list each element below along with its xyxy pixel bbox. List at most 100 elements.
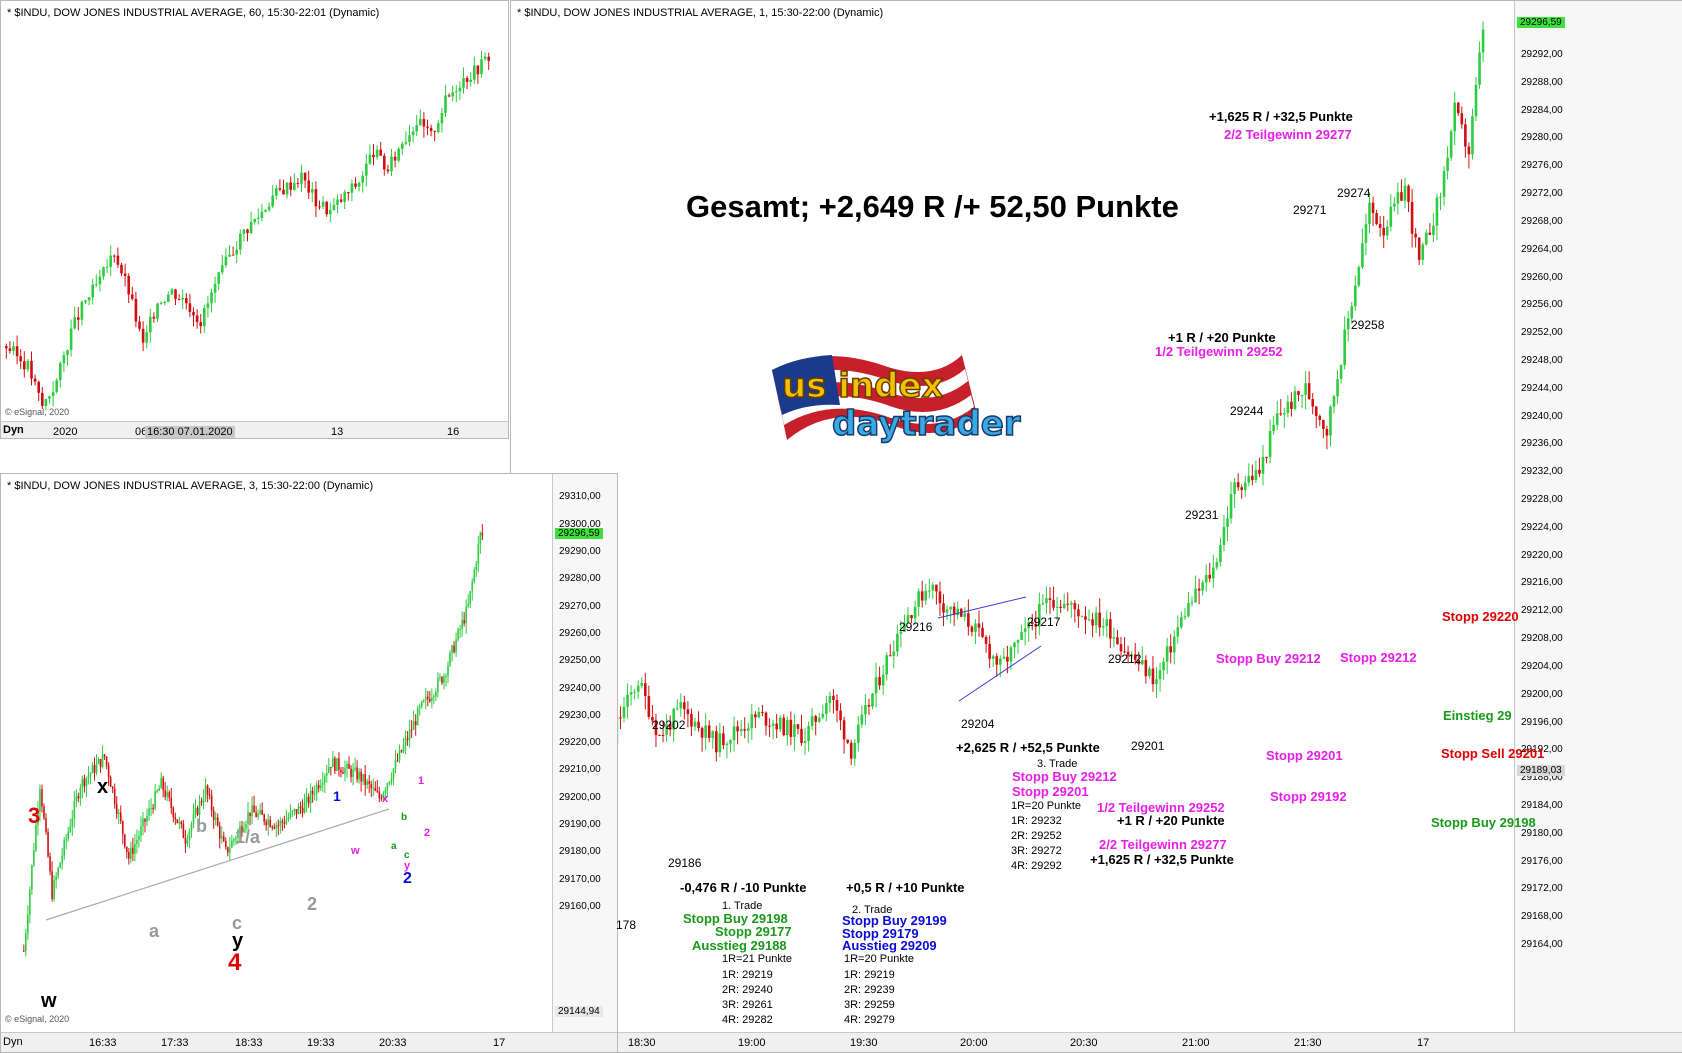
trade1-r: 1R=21 Punkte	[722, 953, 793, 965]
y-tick: 29188,00	[1521, 772, 1563, 784]
candle-body	[821, 713, 825, 718]
candle-body	[415, 125, 418, 132]
candle-body	[422, 118, 426, 127]
x-tick: 20:33	[379, 1037, 407, 1049]
y-axis: 29320,00 29310,00 29300,00 29290,00 29280,00…	[552, 474, 617, 1032]
candle-body	[1339, 365, 1343, 380]
candle-body	[394, 760, 397, 769]
candle-body	[1208, 574, 1212, 579]
candle-body	[457, 629, 459, 640]
candle-body	[79, 787, 82, 799]
trade3-stop: Stopp 29201	[1012, 784, 1089, 799]
candle-body	[107, 765, 110, 778]
candle-body	[970, 626, 974, 632]
candle-body	[245, 823, 247, 829]
candle-body	[1091, 619, 1094, 626]
level-label: 29201	[1131, 739, 1165, 753]
candle-body	[1059, 606, 1062, 609]
candle-body	[102, 267, 105, 277]
candle-body	[184, 837, 187, 844]
candle-body	[98, 276, 102, 285]
candle-body	[860, 714, 864, 725]
wave-y: y	[232, 930, 244, 952]
candle-body	[43, 806, 45, 819]
candle-body	[441, 677, 443, 683]
candle-body	[920, 591, 924, 601]
candle-body	[233, 839, 235, 841]
trade3-r: 1R=20 Punkte	[1011, 800, 1082, 812]
level-label: 29186	[668, 856, 702, 870]
y-tick: 29190,00	[559, 819, 601, 831]
candle-body	[1449, 131, 1453, 158]
trade3-teilgewinn2-result: +1,625 R / +32,5 Punkte	[1090, 852, 1234, 867]
candle-body	[45, 818, 47, 833]
candle-body	[342, 772, 344, 774]
trade1-stop: Stopp 29177	[715, 924, 792, 939]
candle-body	[465, 78, 469, 83]
candle-body	[453, 645, 455, 653]
candle-body	[213, 283, 217, 293]
candle-body	[315, 784, 318, 795]
candle-body	[768, 725, 771, 727]
candle-body	[1023, 628, 1027, 632]
candle-body	[1045, 598, 1048, 604]
wave-small-2: 2	[424, 827, 431, 839]
candle-body	[469, 79, 472, 83]
candle-body	[105, 756, 108, 766]
candle-body	[1456, 102, 1460, 114]
candle-body	[323, 775, 326, 783]
candle-body	[949, 606, 952, 610]
candle-body	[1190, 602, 1194, 604]
candle-body	[148, 808, 150, 816]
candle-body	[952, 606, 956, 615]
candle-body	[186, 840, 189, 844]
candle-body	[1130, 654, 1133, 656]
candle-body	[343, 192, 346, 202]
candle-body	[113, 255, 116, 257]
candle-body	[718, 733, 722, 753]
candle-body	[1396, 192, 1400, 204]
candle-body	[84, 300, 87, 303]
candle-body	[392, 768, 395, 779]
candle-body	[65, 838, 68, 841]
candle-body	[136, 839, 138, 845]
x-tick: 16:33	[89, 1037, 117, 1049]
candle-body	[1460, 113, 1464, 125]
candle-body	[888, 655, 892, 657]
candle-body	[1268, 430, 1272, 458]
level-label: 29212	[1108, 652, 1142, 666]
trade3-name: 3. Trade	[1037, 758, 1078, 770]
x-tick: 13	[331, 426, 344, 438]
candle-body	[303, 172, 307, 181]
trade1-result: -0,476 R / -10 Punkte	[680, 880, 807, 895]
candle-body	[1368, 202, 1371, 225]
candle-body	[53, 880, 55, 900]
x-tick: 2020	[53, 426, 78, 438]
candle-body	[37, 811, 39, 825]
candle-body	[239, 826, 241, 831]
wedge-line-upper	[937, 596, 1027, 619]
candle-body	[1254, 469, 1258, 481]
candle-body	[174, 817, 177, 820]
candle-body	[1126, 651, 1130, 656]
candle-body	[1041, 603, 1045, 605]
candle-body	[210, 292, 213, 304]
candle-body	[289, 811, 292, 818]
candle-body	[222, 836, 225, 842]
candle-body	[1087, 619, 1091, 621]
candle-body	[408, 729, 411, 740]
candle-body	[782, 717, 786, 736]
candle-body	[885, 655, 888, 675]
candle-body	[283, 822, 286, 824]
candle-body	[325, 201, 328, 215]
dyn-button[interactable]: Dyn	[3, 1036, 23, 1048]
dyn-button[interactable]: Dyn	[3, 424, 24, 436]
candle-body	[237, 830, 239, 838]
candle-body	[1155, 679, 1158, 685]
candle-body	[412, 721, 415, 730]
candle-body	[206, 785, 209, 795]
y-tick: 29248,00	[1521, 354, 1563, 366]
candle-body	[1385, 226, 1389, 236]
logo-top-text: us index	[782, 366, 944, 406]
candle-body	[1414, 233, 1417, 238]
